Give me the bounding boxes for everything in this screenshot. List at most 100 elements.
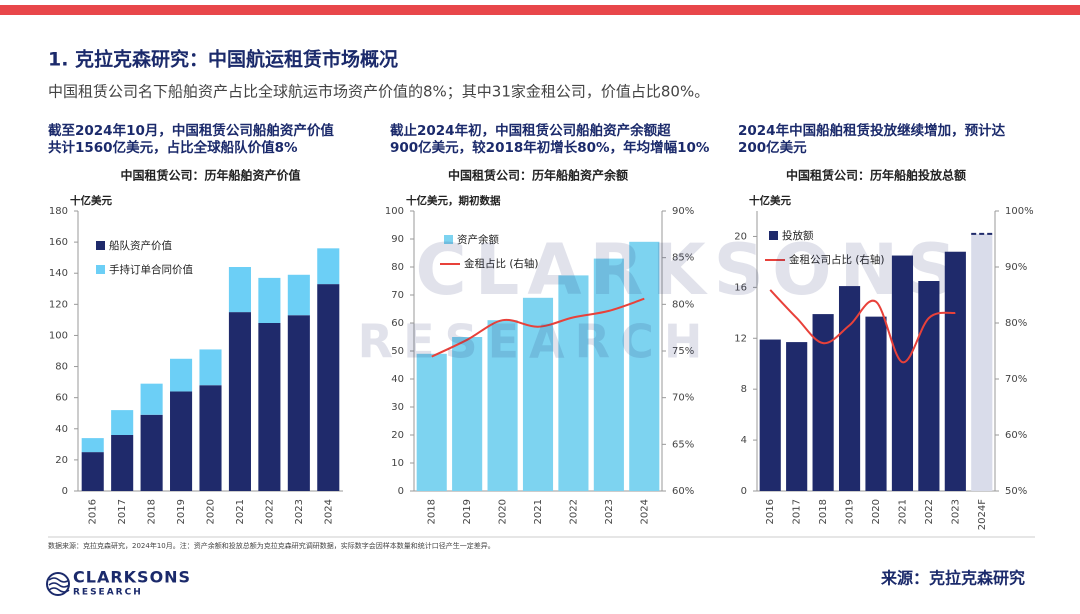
x-tick-label: 2022 xyxy=(264,499,275,524)
bar xyxy=(593,258,624,491)
y-tick-label: 180 xyxy=(49,206,68,217)
bar xyxy=(918,281,940,491)
line-series xyxy=(769,289,956,364)
bar xyxy=(81,438,104,453)
y2-tick-label: 60% xyxy=(672,486,694,497)
y-tick-label: 20 xyxy=(55,455,68,466)
legend-swatch xyxy=(769,231,778,240)
y-tick-label: 140 xyxy=(49,268,68,279)
y-tick-label: 50 xyxy=(391,346,404,357)
y-tick-label: 60 xyxy=(391,318,404,329)
legend-label: 金租公司占比 (右轴) xyxy=(789,253,885,266)
y2-tick-label: 80% xyxy=(672,299,694,310)
bar xyxy=(199,349,222,386)
y2-tick-label: 75% xyxy=(672,346,694,357)
y-axis-label: 十亿美元 xyxy=(749,194,791,207)
x-tick-label: 2017 xyxy=(792,499,803,524)
x-tick-label: 2020 xyxy=(498,499,509,524)
legend-label: 资产余额 xyxy=(457,233,499,246)
bar xyxy=(228,267,251,313)
y2-tick-label: 80% xyxy=(1005,318,1027,329)
top-bar xyxy=(0,5,1080,15)
bar xyxy=(838,286,861,491)
bar xyxy=(558,275,589,491)
panel-heading: 截至2024年10月，中国租赁公司船舶资产价值 xyxy=(48,122,334,139)
y-tick-label: 120 xyxy=(49,299,68,310)
bar xyxy=(287,315,310,491)
y-tick-label: 20 xyxy=(391,430,404,441)
x-tick-label: 2023 xyxy=(604,499,615,524)
bar xyxy=(111,435,134,491)
x-tick-label: 2024 xyxy=(639,499,650,524)
y2-tick-label: 65% xyxy=(672,439,694,450)
y-tick-label: 12 xyxy=(734,333,747,344)
bar xyxy=(199,385,222,491)
y-tick-label: 100 xyxy=(49,330,68,341)
watermark: CLARKSONS xyxy=(415,229,964,311)
x-tick-label: 2022 xyxy=(568,499,579,524)
bar xyxy=(287,274,310,316)
x-tick-label: 2018 xyxy=(818,499,829,524)
legend-label: 金租占比 (右轴) xyxy=(464,257,539,270)
legend-swatch xyxy=(96,241,105,250)
legend-label: 手持订单合同价值 xyxy=(109,263,193,276)
x-tick-label: 2024F xyxy=(977,499,988,530)
x-tick-label: 2017 xyxy=(117,499,128,524)
bar xyxy=(111,410,134,435)
footnote: 数据来源：克拉克森研究，2024年10月。注：资产余额和投放总额为克拉克森研究调… xyxy=(48,541,495,550)
line-series xyxy=(431,297,645,358)
bar xyxy=(452,337,483,491)
bar xyxy=(891,255,914,491)
source: 来源：克拉克森研究 xyxy=(880,569,1025,588)
panel-heading: 900亿美元，较2018年初增长80%，年均增幅10% xyxy=(390,139,710,156)
bar xyxy=(759,339,781,491)
y2-tick-label: 70% xyxy=(672,393,694,404)
y-tick-label: 0 xyxy=(62,486,68,497)
x-tick-label: 2020 xyxy=(206,499,217,524)
y-tick-label: 160 xyxy=(49,237,68,248)
x-tick-label: 2024 xyxy=(323,499,334,524)
y-tick-label: 0 xyxy=(398,486,404,497)
bar xyxy=(317,284,340,491)
x-tick-label: 2020 xyxy=(871,499,882,524)
bar xyxy=(786,342,808,491)
bar xyxy=(81,452,104,491)
bar xyxy=(258,277,281,323)
panel-heading: 2024年中国船舶租赁投放继续增加，预计达 xyxy=(738,122,1006,139)
y-tick-label: 40 xyxy=(391,374,404,385)
y-tick-label: 60 xyxy=(55,393,68,404)
logo-subtext: RESEARCH xyxy=(73,588,143,598)
y-tick-label: 8 xyxy=(741,384,747,395)
x-tick-label: 2021 xyxy=(533,499,544,524)
panel-heading: 共计1560亿美元，占比全球船队价值8% xyxy=(48,139,298,156)
y-tick-label: 70 xyxy=(391,290,404,301)
y-tick-label: 100 xyxy=(385,206,404,217)
legend-swatch xyxy=(96,265,105,274)
y2-tick-label: 70% xyxy=(1005,374,1027,385)
bar xyxy=(140,383,163,415)
legend-label: 投放额 xyxy=(782,229,814,242)
logo-icon xyxy=(46,572,70,596)
bar xyxy=(865,316,887,491)
y2-tick-label: 90% xyxy=(672,206,694,217)
x-tick-label: 2019 xyxy=(462,499,473,524)
y2-tick-label: 85% xyxy=(672,253,694,264)
slide-subtitle: 中国租赁公司名下船舶资产占比全球航运市场资产价值的8%；其中31家金租公司，价值… xyxy=(48,83,709,101)
logo-text: CLARKSONS xyxy=(73,568,191,587)
watermark: RESEARCH xyxy=(358,315,713,369)
x-tick-label: 2016 xyxy=(765,499,776,524)
bar xyxy=(522,297,554,491)
x-tick-label: 2016 xyxy=(88,499,99,524)
y2-tick-label: 90% xyxy=(1005,262,1027,273)
y-axis-label: 十亿美元，期初数据 xyxy=(406,194,501,207)
x-tick-label: 2021 xyxy=(235,499,246,524)
slide-title: 1. 克拉克森研究：中国航运租赁市场概况 xyxy=(48,48,398,71)
legend-label: 船队资产价值 xyxy=(109,239,172,252)
bar xyxy=(317,248,340,285)
panel-heading: 截止2024年初，中国租赁公司船舶资产余额超 xyxy=(390,122,671,139)
bar xyxy=(140,414,163,491)
bar xyxy=(971,233,993,491)
y-tick-label: 16 xyxy=(734,282,747,293)
